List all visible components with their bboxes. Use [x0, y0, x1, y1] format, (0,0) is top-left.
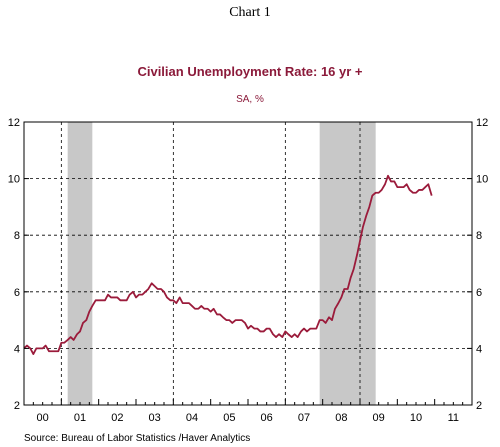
x-tick-label: 11: [448, 412, 459, 424]
chart-subtitle: SA, %: [236, 94, 264, 105]
y-tick-label-left: 10: [8, 174, 20, 186]
y-tick-label-right: 2: [476, 400, 482, 412]
y-tick-label-right: 10: [476, 174, 488, 186]
gridlines: [24, 122, 472, 405]
y-tick-label-left: 6: [14, 287, 20, 299]
recession-band: [67, 122, 93, 405]
x-tick-label: 02: [111, 412, 123, 424]
y-tick-label-left: 4: [14, 343, 20, 355]
axes: 2 2 4 4 6 6 8 8 10 10 12 12 00 01 02 03 04 05 06 07 08 09 10 11: [8, 117, 489, 424]
x-tick-label: 08: [335, 412, 347, 424]
source-note: Source: Bureau of Labor Statistics /Have…: [24, 433, 250, 444]
x-tick-label: 06: [261, 412, 273, 424]
page-caption: Chart 1: [229, 5, 271, 20]
y-tick-label-right: 6: [476, 287, 482, 299]
y-tick-label-right: 12: [476, 117, 488, 129]
x-tick-label: 07: [298, 412, 310, 424]
y-tick-label-left: 8: [14, 230, 20, 242]
x-tick-label: 05: [223, 412, 235, 424]
recession-bands: [67, 122, 376, 405]
y-tick-label-right: 8: [476, 230, 482, 242]
y-tick-label-left: 12: [8, 117, 20, 129]
series-layer: [23, 174, 433, 355]
x-tick-label: 01: [74, 412, 86, 424]
x-tick-label: 10: [410, 412, 422, 424]
x-tick-label: 04: [186, 412, 198, 424]
x-tick-label: 03: [149, 412, 161, 424]
y-tick-label-right: 4: [476, 343, 482, 355]
series-line: [23, 174, 433, 355]
chart-title: Civilian Unemployment Rate: 16 yr +: [137, 64, 362, 79]
x-tick-label: 00: [37, 412, 49, 424]
recession-band: [319, 122, 376, 405]
x-tick-label: 09: [373, 412, 385, 424]
y-tick-label-left: 2: [14, 400, 20, 412]
